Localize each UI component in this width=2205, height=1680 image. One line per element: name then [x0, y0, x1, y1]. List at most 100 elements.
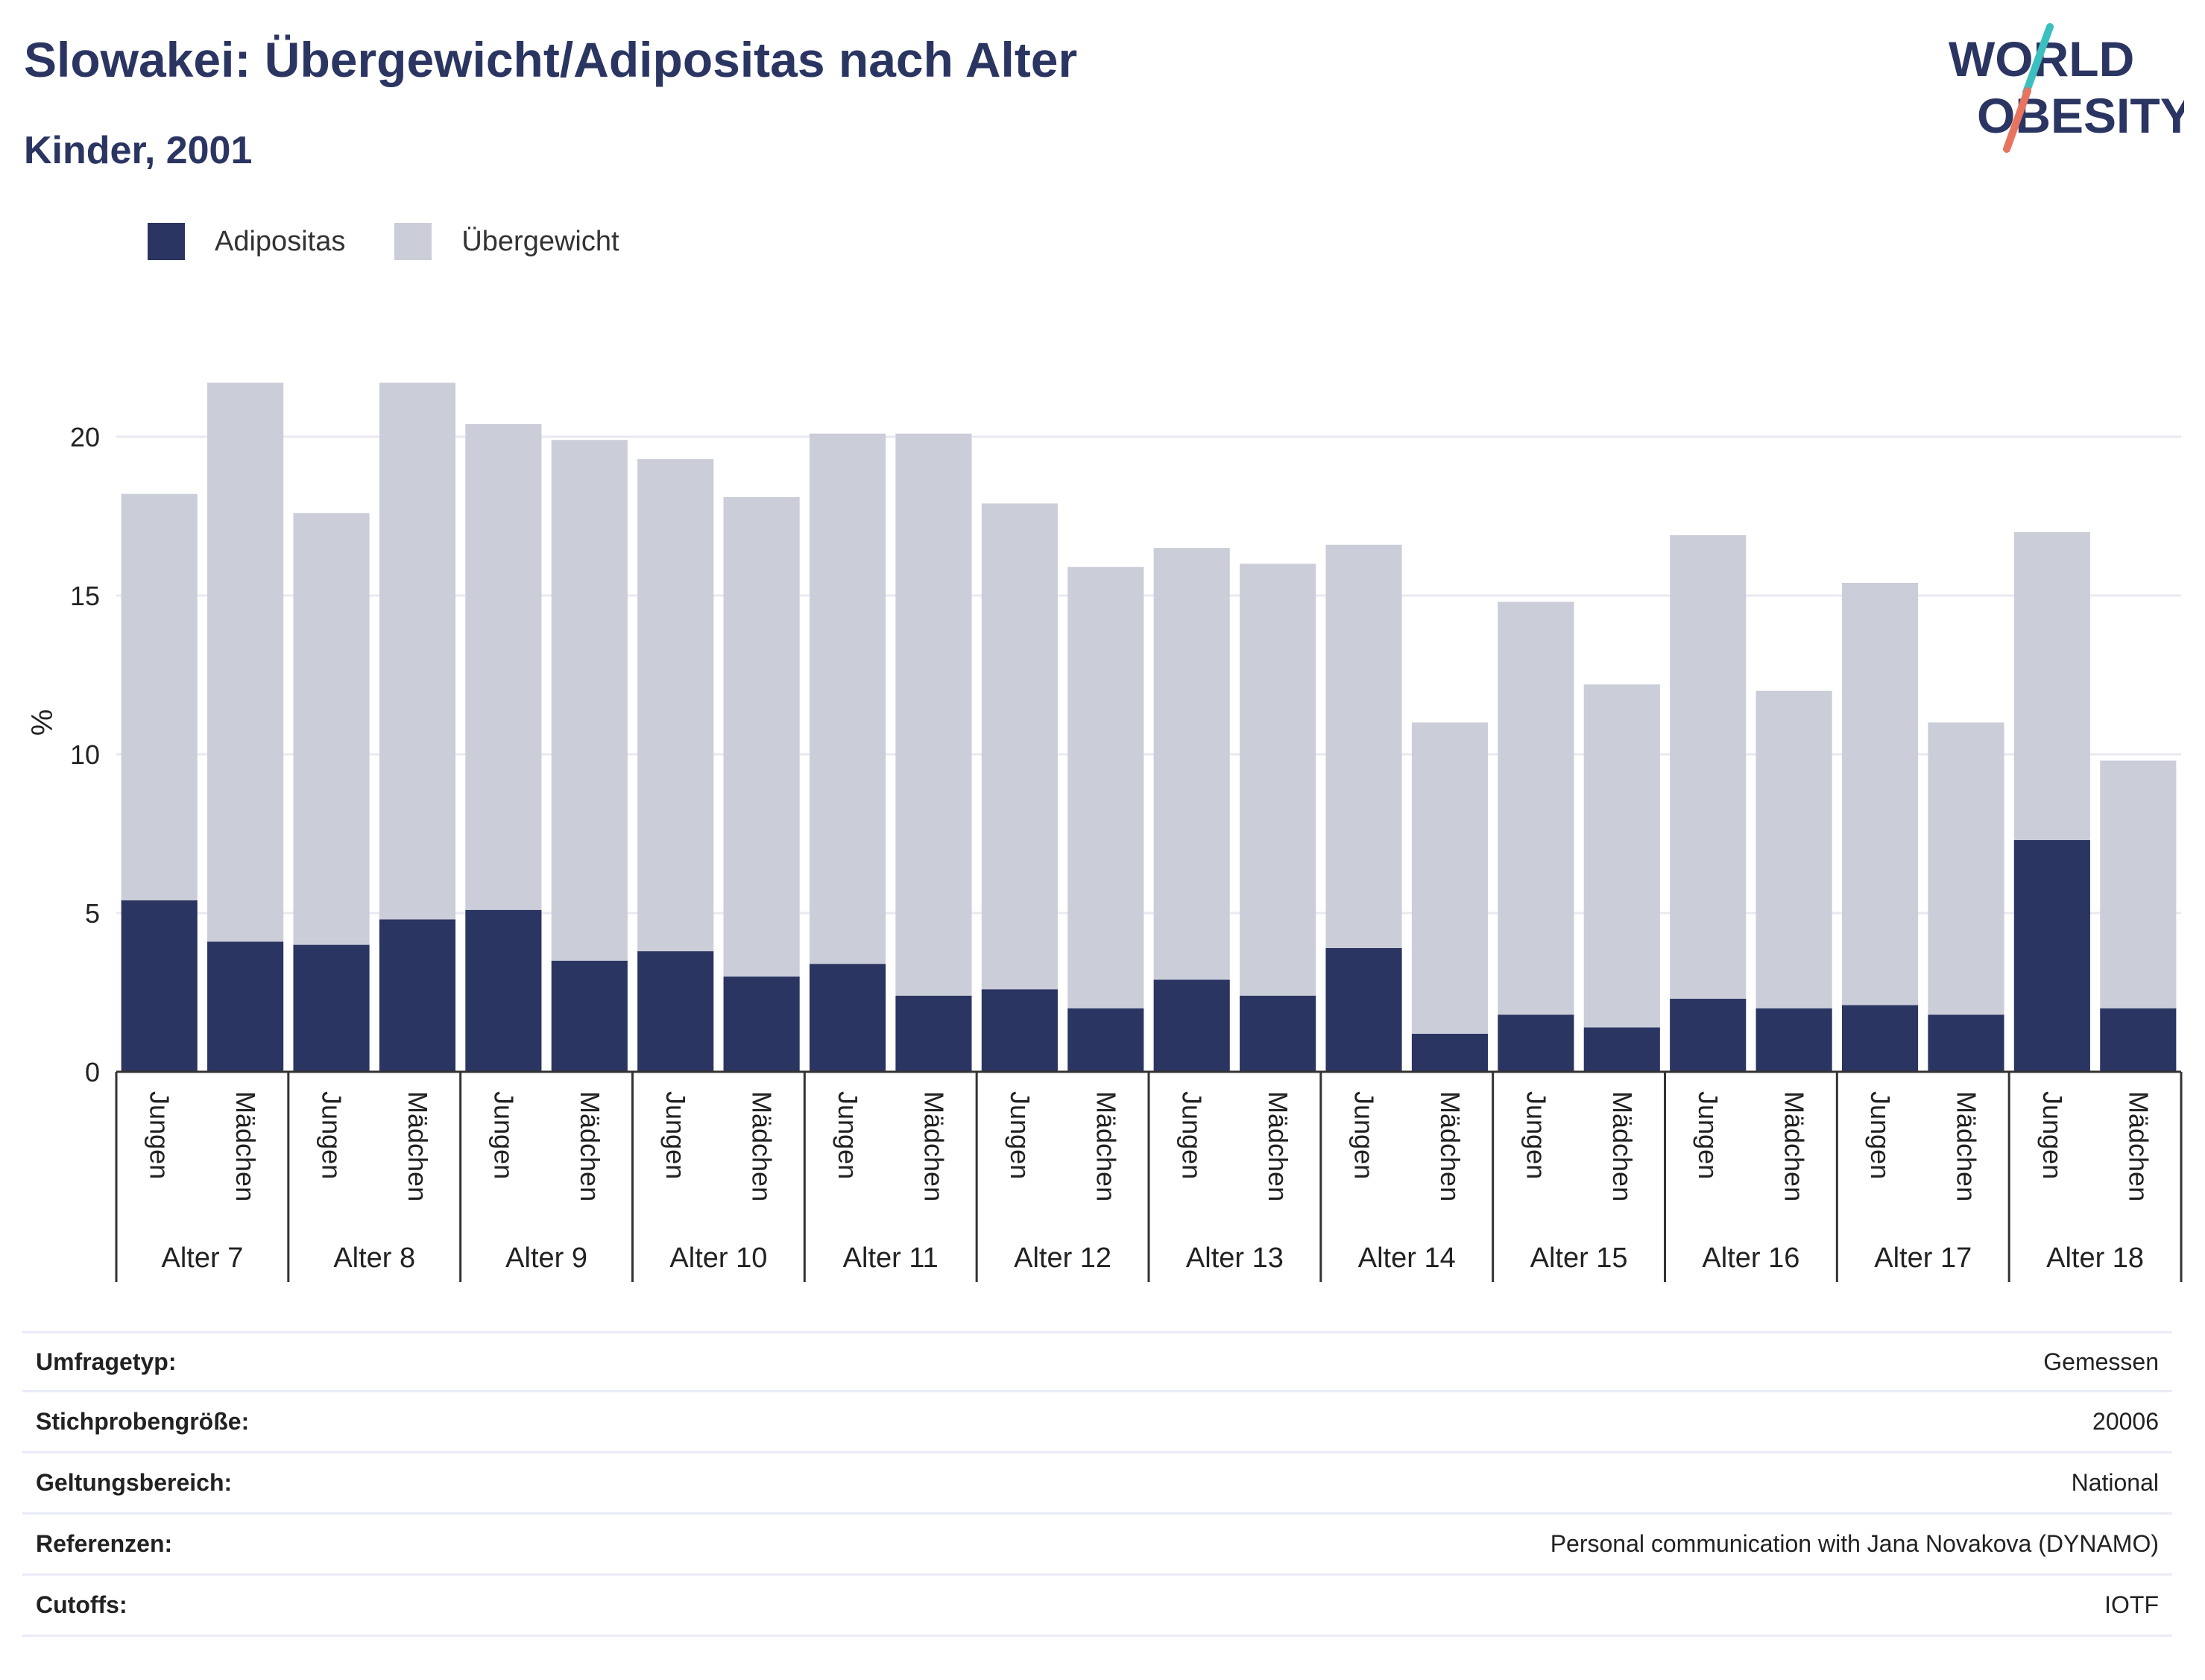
x-sub-label: Jungen [2037, 1091, 2068, 1179]
page-subtitle: Kinder, 2001 [24, 129, 253, 172]
y-axis-label: % [26, 710, 59, 736]
legend-label-uebergewicht: Übergewicht [461, 225, 619, 257]
x-sub-label: Jungen [317, 1091, 347, 1179]
bar-adipositas [1498, 1014, 1574, 1072]
bar-adipositas [1153, 979, 1230, 1072]
legend-item-adipositas[interactable]: Adipositas [148, 223, 345, 260]
bar-uebergewicht [121, 493, 198, 900]
y-tick-label: 20 [70, 422, 100, 452]
bar-uebergewicht [1067, 566, 1144, 1008]
bar-adipositas [1067, 1008, 1144, 1072]
bar-uebergewicht [723, 496, 800, 977]
chart-legend: Adipositas Übergewicht [148, 221, 669, 262]
bar-uebergewicht [981, 503, 1058, 990]
meta-label: Umfragetyp: [36, 1348, 177, 1375]
y-tick-label: 0 [85, 1057, 100, 1087]
meta-row-references: Referenzen: Personal communication with … [22, 1515, 2172, 1576]
bar-adipositas [1841, 1005, 1919, 1072]
bar-uebergewicht [1325, 544, 1402, 948]
bar-adipositas [2013, 840, 2090, 1072]
x-sub-label: Jungen [1693, 1091, 1723, 1179]
x-sub-label: Jungen [833, 1091, 863, 1179]
bar-uebergewicht [1583, 684, 1660, 1028]
x-group-label: Alter 16 [1702, 1242, 1799, 1274]
bar-adipositas [1670, 999, 1747, 1072]
x-sub-label: Mädchen [230, 1091, 261, 1201]
bar-uebergewicht [2100, 760, 2177, 1008]
bar-adipositas [1240, 995, 1316, 1072]
y-tick-label: 10 [70, 739, 100, 770]
bar-adipositas [723, 976, 800, 1072]
y-tick-label: 15 [70, 581, 100, 611]
x-sub-label: Jungen [1521, 1091, 1551, 1179]
meta-label: Cutoffs: [36, 1591, 127, 1618]
x-sub-label: Mädchen [1779, 1091, 1810, 1201]
x-sub-label: Mädchen [403, 1091, 433, 1201]
bar-uebergewicht [2013, 531, 2090, 841]
x-group-label: Alter 14 [1358, 1242, 1456, 1274]
y-tick-label: 5 [85, 898, 100, 929]
x-group-label: Alter 13 [1186, 1242, 1284, 1274]
bar-adipositas [1928, 1014, 2004, 1072]
meta-value: IOTF [2104, 1591, 2159, 1618]
x-sub-label: Mädchen [2123, 1091, 2154, 1201]
bar-uebergewicht [895, 433, 972, 996]
x-sub-label: Mädchen [1607, 1091, 1638, 1201]
meta-row-scope: Geltungsbereich: National [22, 1453, 2172, 1515]
page-title: Slowakei: Übergewicht/Adipositas nach Al… [24, 32, 1078, 87]
legend-label-adipositas: Adipositas [215, 225, 346, 257]
bar-adipositas [1583, 1027, 1660, 1072]
meta-value: Gemessen [2043, 1348, 2159, 1375]
x-sub-label: Jungen [1865, 1091, 1896, 1179]
bar-adipositas [637, 951, 714, 1072]
bar-adipositas [809, 964, 886, 1072]
meta-label: Stichprobengröße: [36, 1408, 250, 1435]
bar-adipositas [379, 919, 456, 1072]
x-sub-label: Jungen [145, 1091, 175, 1179]
bar-uebergewicht [637, 458, 714, 952]
x-group-label: Alter 8 [333, 1242, 415, 1274]
x-sub-label: Jungen [660, 1091, 691, 1179]
legend-item-uebergewicht[interactable]: Übergewicht [394, 223, 619, 260]
bar-uebergewicht [1841, 582, 1919, 1005]
bar-adipositas [1411, 1033, 1489, 1072]
x-group-label: Alter 18 [2046, 1242, 2144, 1274]
x-group-label: Alter 11 [843, 1242, 939, 1274]
meta-row-survey-type: Umfragetyp: Gemessen [22, 1331, 2172, 1392]
bar-uebergewicht [1670, 535, 1747, 1000]
legend-swatch-uebergewicht [394, 223, 432, 260]
bar-chart: 0 5 10 15 20% Alter 7 Jungen Mädchen Alter 8 Jung… [26, 382, 2183, 1282]
x-sub-label: Mädchen [918, 1091, 949, 1201]
x-sub-label: Mädchen [1263, 1091, 1293, 1201]
bar-uebergewicht [293, 513, 370, 945]
x-sub-label: Mädchen [1435, 1091, 1466, 1201]
bar-uebergewicht [1756, 690, 1832, 1008]
metadata-table: Umfragetyp: Gemessen Stichprobengröße: 2… [22, 1331, 2172, 1637]
legend-swatch-adipositas [148, 223, 185, 260]
bar-adipositas [2100, 1008, 2177, 1072]
meta-row-cutoffs: Cutoffs: IOTF [22, 1576, 2172, 1637]
meta-value: Personal communication with Jana Novakov… [1550, 1530, 2159, 1557]
bar-adipositas [1325, 947, 1402, 1072]
bar-adipositas [895, 995, 972, 1072]
meta-value: National [2071, 1469, 2159, 1496]
bar-uebergewicht [1240, 563, 1316, 996]
bar-adipositas [121, 900, 198, 1072]
x-group-label: Alter 7 [162, 1242, 244, 1274]
bar-adipositas [207, 941, 284, 1072]
meta-value: 20006 [2092, 1408, 2159, 1435]
x-group-label: Alter 10 [669, 1242, 767, 1274]
meta-row-sample-size: Stichprobengröße: 20006 [22, 1392, 2172, 1453]
x-group-label: Alter 9 [505, 1242, 587, 1274]
bar-uebergewicht [207, 382, 284, 942]
x-sub-label: Jungen [1177, 1091, 1208, 1179]
world-obesity-logo: WORLD OBESITY [1949, 23, 2184, 153]
bar-adipositas [981, 989, 1058, 1072]
meta-label: Referenzen: [36, 1530, 173, 1557]
bar-adipositas [293, 944, 370, 1072]
logo-accent-coral [2003, 87, 2031, 153]
logo-accent-teal [2022, 23, 2054, 96]
bar-uebergewicht [379, 382, 456, 920]
bar-uebergewicht [1153, 548, 1230, 980]
x-group-label: Alter 17 [1874, 1242, 1972, 1274]
